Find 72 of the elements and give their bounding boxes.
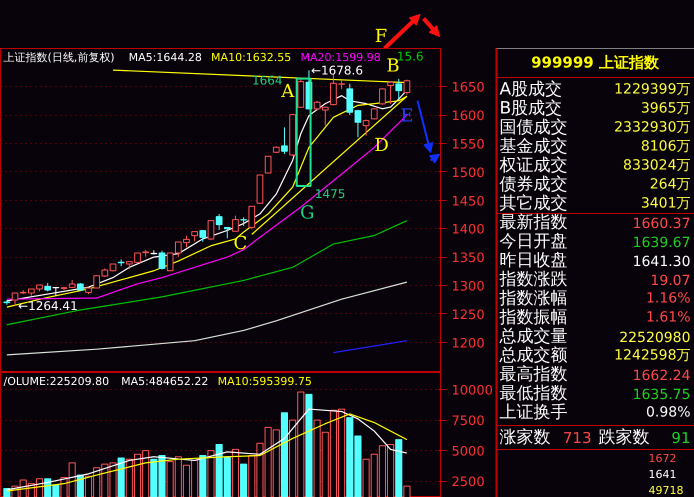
y-tick-label: 1350: [452, 251, 485, 266]
annotation: ←1264.41: [18, 298, 78, 313]
text: 指数涨幅: [498, 288, 568, 308]
text: 999999 上证指数: [531, 54, 660, 72]
text: 1.61%: [646, 310, 691, 326]
y-tick-label: 1650: [452, 80, 485, 96]
y-tick-label: 7500: [452, 414, 485, 430]
y-tick-label: 1200: [452, 336, 485, 352]
text: MA10:1632.55: [211, 51, 292, 64]
text: 1.16%: [646, 290, 691, 306]
text: 0.98%: [646, 404, 691, 420]
y-tick-label: 1400: [452, 222, 485, 238]
text: B股成交: [500, 98, 562, 118]
text: 1229399万: [614, 82, 691, 98]
text: 1641: [648, 468, 676, 481]
text: 22520980: [619, 330, 691, 346]
y-tick-label: 1500: [452, 166, 485, 181]
text: 713: [562, 429, 592, 447]
text: MA5:1644.28: [128, 51, 202, 64]
text: 2332930万: [614, 120, 691, 136]
text: 指数振幅: [498, 308, 568, 328]
text: 权证成交: [498, 156, 568, 176]
text: 基金成交: [500, 136, 568, 156]
text: 最新指数: [500, 212, 568, 232]
annotation: D: [374, 135, 389, 156]
y-tick-label: 10000: [452, 384, 493, 399]
text: 49718: [648, 484, 684, 497]
text: 跌家数: [598, 428, 650, 448]
text: 1662.24: [632, 368, 691, 384]
text: 上证换手: [500, 402, 568, 422]
text: 3965万: [640, 100, 691, 116]
y-tick-label: 1250: [452, 308, 485, 323]
text: MA5:484652.22: [121, 375, 208, 388]
text: 涨家数: [500, 428, 550, 448]
text: 833024万: [623, 158, 691, 174]
y-tick-label: 5000: [452, 444, 485, 460]
text: 1639.67: [632, 235, 691, 251]
text: 国债成交: [500, 118, 568, 138]
text: 债券成交: [500, 174, 568, 194]
text: 昨日收盘: [500, 250, 568, 270]
text: F: [374, 26, 388, 47]
annotation: ←1678.6: [310, 63, 363, 78]
text: MA10:595399.75: [218, 375, 312, 388]
text: 1242598万: [614, 348, 691, 364]
text: 1641.30: [632, 254, 691, 270]
text: 19.07: [650, 273, 691, 289]
text: 8106万: [640, 138, 691, 154]
text: 最高指数: [500, 364, 568, 384]
chart-title: 上证指数(日线,前复权): [4, 51, 115, 64]
text: 总成交额: [498, 346, 568, 366]
text: 最低指数: [500, 384, 568, 404]
y-tick-label: 1600: [452, 109, 485, 124]
text: 1660.37: [632, 216, 691, 232]
text: 总成交量: [498, 326, 568, 346]
y-tick-label: 1300: [452, 280, 485, 295]
text: 264万: [650, 176, 691, 192]
y-tick-label: 2500: [452, 475, 485, 490]
y-tick-label: 1450: [452, 194, 485, 210]
text: 今日开盘: [500, 232, 568, 252]
annotation: 1664: [252, 73, 283, 88]
text: 1635.75: [632, 387, 691, 403]
y-tick-label: 1550: [452, 137, 485, 152]
chart-title: /OLUME:225209.80: [4, 375, 110, 388]
text: A股成交: [500, 80, 562, 100]
text: 其它成交: [500, 194, 568, 214]
text: 1672: [648, 452, 676, 465]
text: 3401万: [640, 196, 691, 212]
text: MA20:1599.98: [300, 51, 381, 64]
annotation: G: [300, 202, 315, 224]
text: 指数涨跌: [498, 270, 568, 290]
text: 91: [671, 429, 691, 447]
annotation: 1475: [314, 186, 346, 201]
